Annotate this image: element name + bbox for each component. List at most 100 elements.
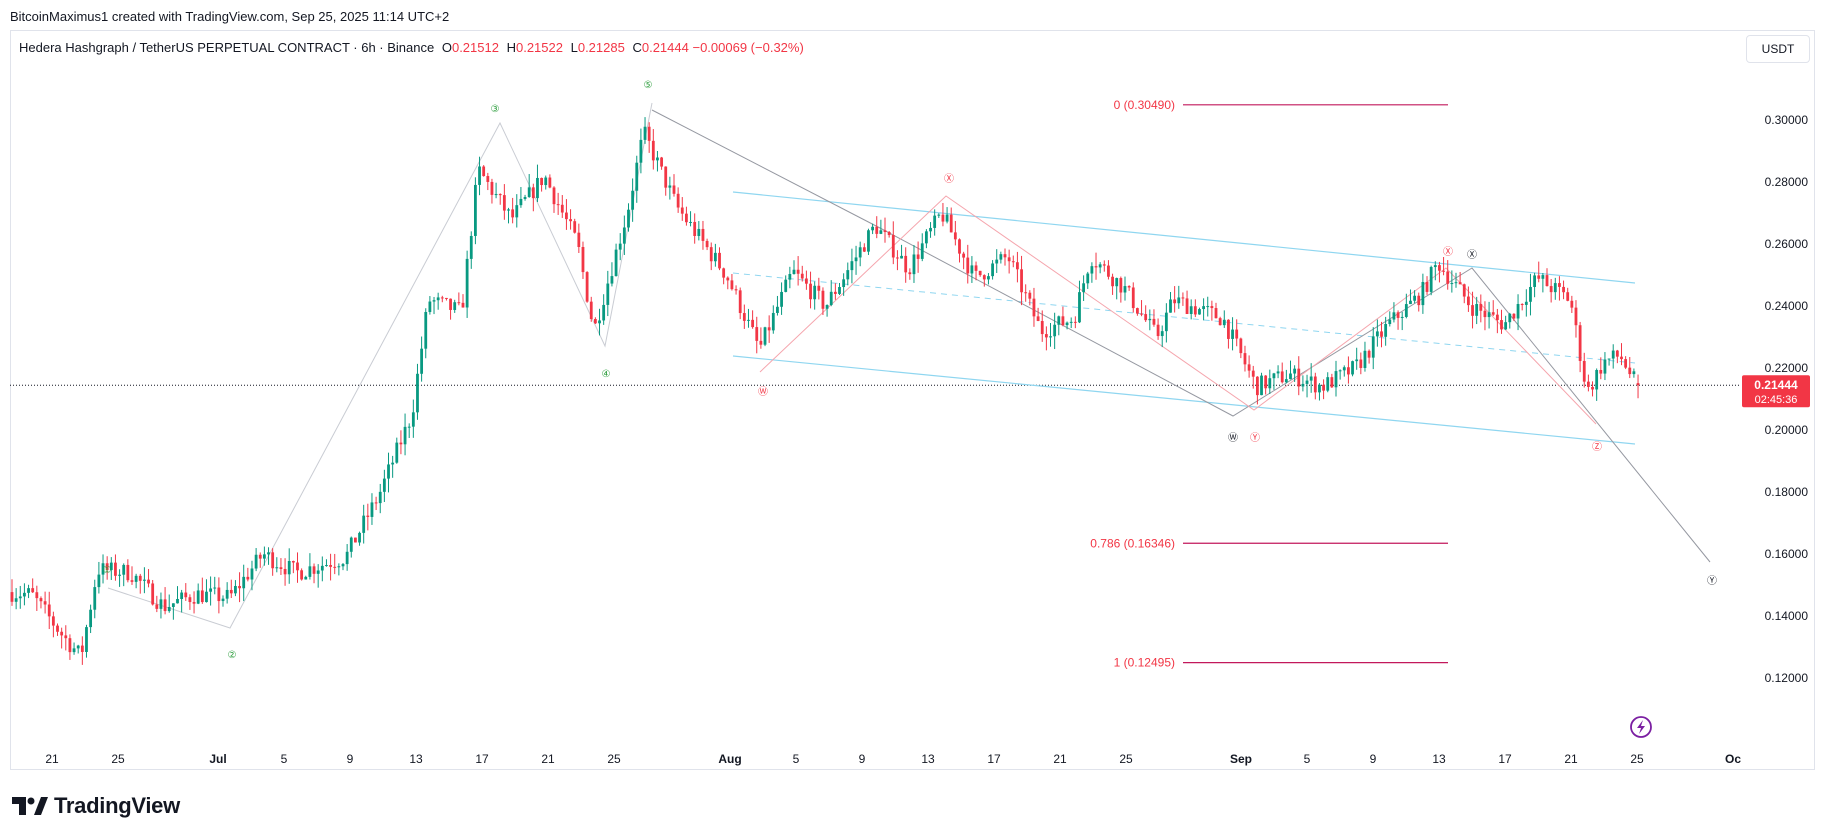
tradingview-logo-icon xyxy=(12,797,48,815)
currency-button[interactable]: USDT xyxy=(1746,35,1810,63)
candle xyxy=(610,262,614,287)
candle-body xyxy=(1326,377,1330,391)
candle xyxy=(1611,344,1615,369)
candle-body xyxy=(134,575,138,582)
candle-body xyxy=(262,554,266,559)
candle-body xyxy=(424,311,428,349)
candle xyxy=(366,503,370,531)
candle xyxy=(159,592,163,619)
candle-body xyxy=(440,297,444,299)
countdown-label: 02:45:36 xyxy=(1755,394,1798,406)
candle-body xyxy=(64,635,68,639)
candle xyxy=(1260,372,1263,396)
x-tick-label: 17 xyxy=(987,752,1001,766)
candle xyxy=(47,591,51,630)
candle-body xyxy=(1413,295,1417,301)
candle-body xyxy=(114,562,117,576)
candle-body xyxy=(1392,312,1396,320)
candle-body xyxy=(453,302,457,310)
candle xyxy=(337,563,341,576)
candle-body xyxy=(1512,313,1516,319)
candle xyxy=(118,569,121,587)
wave-label: ① xyxy=(103,565,112,576)
candle xyxy=(490,178,494,204)
candle xyxy=(1338,369,1342,380)
candle xyxy=(635,155,639,203)
candle xyxy=(1458,272,1462,285)
candle xyxy=(581,241,585,279)
candle-body xyxy=(159,599,163,609)
candle-body xyxy=(296,562,299,571)
candle xyxy=(1384,316,1388,346)
candle-body xyxy=(718,252,721,269)
tradingview-logo[interactable]: TradingView xyxy=(12,793,180,819)
lightning-icon[interactable] xyxy=(1630,716,1652,738)
candle-body xyxy=(312,566,316,574)
candle xyxy=(647,122,651,153)
candle-body xyxy=(742,313,746,321)
candle xyxy=(598,308,601,336)
wave-label: ③ xyxy=(491,104,500,115)
candle-body xyxy=(1239,338,1243,354)
candle xyxy=(1160,325,1164,348)
candle xyxy=(1305,374,1309,398)
candle xyxy=(1570,295,1574,314)
candle xyxy=(167,594,171,613)
candle xyxy=(1438,261,1441,283)
candle-body xyxy=(908,272,912,275)
candle-body xyxy=(1305,380,1309,384)
candle xyxy=(1185,290,1189,315)
y-tick-label: 0.12000 xyxy=(1765,671,1809,685)
candle xyxy=(151,580,155,606)
y-tick-label: 0.20000 xyxy=(1765,423,1809,437)
candle-body xyxy=(1483,310,1487,318)
candle xyxy=(1326,372,1330,393)
candle-body xyxy=(602,304,606,321)
candle xyxy=(718,247,721,271)
candle xyxy=(1131,282,1135,313)
candle xyxy=(72,642,76,655)
candle-body xyxy=(966,257,970,274)
candle xyxy=(1450,270,1454,293)
candle xyxy=(374,496,378,511)
candle xyxy=(382,469,386,503)
candle-body xyxy=(482,166,486,177)
candle xyxy=(784,275,788,293)
candle xyxy=(850,248,854,284)
candle-body xyxy=(1429,267,1433,292)
candle xyxy=(262,546,266,566)
candle-body xyxy=(80,645,84,652)
candle-body xyxy=(341,564,345,567)
candle xyxy=(1144,305,1148,322)
symbol-legend: Hedera Hashgraph / TetherUS PERPETUAL CO… xyxy=(19,40,804,55)
candle-body xyxy=(1595,369,1599,390)
candle-body xyxy=(1053,324,1057,337)
candle xyxy=(941,202,945,227)
candle xyxy=(18,585,22,609)
candle-body xyxy=(1032,298,1036,317)
candle xyxy=(1541,272,1545,293)
candle xyxy=(846,262,850,286)
candle xyxy=(1227,319,1230,349)
candle-body xyxy=(1160,331,1164,337)
candle-body xyxy=(1016,262,1019,270)
candle-body xyxy=(387,464,390,479)
candle xyxy=(246,567,250,582)
candle xyxy=(614,243,618,277)
candle-body xyxy=(846,270,850,280)
symbol-name[interactable]: Hedera Hashgraph / TetherUS PERPETUAL CO… xyxy=(19,40,435,55)
candle xyxy=(1082,275,1086,301)
low-value: 0.21285 xyxy=(577,40,625,55)
candle xyxy=(1508,312,1512,329)
candle-body xyxy=(1003,254,1007,258)
candle xyxy=(1359,352,1363,375)
candle-body xyxy=(991,263,994,277)
candle xyxy=(755,316,759,354)
x-tick-label: 25 xyxy=(111,752,125,766)
candle-body xyxy=(1537,275,1541,279)
candle xyxy=(1036,307,1040,322)
y-tick-label: 0.18000 xyxy=(1765,485,1809,499)
candle-body xyxy=(403,426,407,445)
candle-body xyxy=(697,228,701,236)
